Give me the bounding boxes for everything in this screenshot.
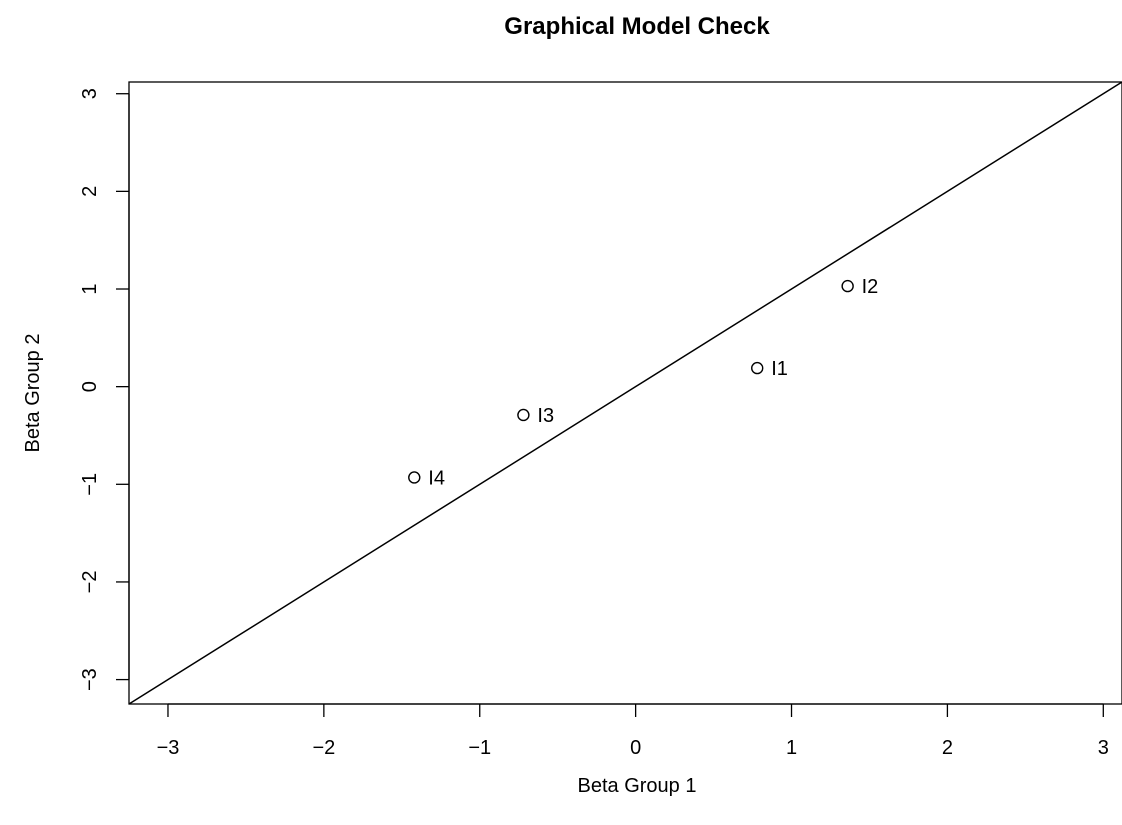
reference-line — [128, 81, 1122, 705]
point-label-i4: I4 — [428, 467, 445, 489]
x-tick-label: 2 — [942, 737, 953, 759]
y-axis: −3 −2 −1 0 1 2 3 — [79, 88, 130, 691]
y-tick-label: −2 — [79, 571, 101, 594]
x-tick-label: −3 — [157, 737, 180, 759]
x-tick-label: 1 — [786, 737, 797, 759]
x-tick-label: −2 — [312, 737, 335, 759]
data-point-i3 — [517, 408, 530, 422]
y-tick-label: 1 — [79, 283, 101, 294]
data-point-i2 — [841, 279, 854, 293]
y-tick-label: 3 — [79, 88, 101, 99]
x-tick-label: 3 — [1098, 737, 1109, 759]
chart-title: Graphical Model Check — [504, 13, 770, 40]
data-point-i1 — [751, 361, 764, 375]
x-axis: −3 −2 −1 0 1 2 3 — [157, 703, 1109, 759]
y-tick-label: −1 — [79, 473, 101, 496]
point-label-i2: I2 — [862, 276, 879, 298]
y-tick-label: 0 — [79, 381, 101, 392]
data-point-i4 — [408, 471, 421, 484]
y-axis-label: Beta Group 2 — [22, 334, 44, 453]
data-points: I1 I2 I3 I4 — [408, 276, 879, 489]
point-label-i3: I3 — [537, 405, 554, 427]
y-tick-label: 2 — [79, 186, 101, 197]
point-label-i1: I1 — [771, 358, 788, 380]
reference-line-group — [128, 81, 1122, 705]
y-tick-label: −3 — [79, 668, 101, 691]
x-axis-label: Beta Group 1 — [578, 775, 697, 797]
x-tick-label: −1 — [468, 737, 491, 759]
x-tick-label: 0 — [630, 737, 641, 759]
